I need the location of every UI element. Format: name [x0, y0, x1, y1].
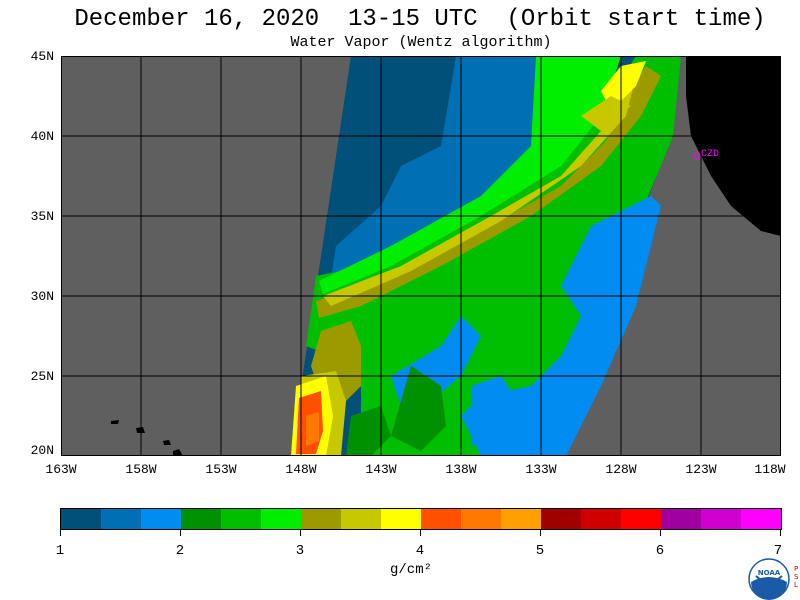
colorbar-swatch — [301, 509, 341, 529]
land-mass — [686, 56, 781, 236]
noaa-logo: NOAA — [748, 558, 790, 600]
psl-letter: P — [794, 565, 799, 573]
colorbar-swatch — [581, 509, 621, 529]
colorbar-tick-mark — [540, 529, 541, 536]
lon-label: 118W — [754, 462, 786, 477]
colorbar-tick-mark — [60, 529, 61, 536]
colorbar-swatch — [621, 509, 661, 529]
lon-label: 163W — [45, 462, 77, 477]
island — [173, 449, 183, 456]
colorbar-swatch — [141, 509, 181, 529]
colorbar-tick-mark — [180, 529, 181, 536]
lon-label: 138W — [445, 462, 477, 477]
colorbar-swatch — [501, 509, 541, 529]
colorbar-swatch — [381, 509, 421, 529]
water-vapor-map: CZD — [61, 56, 781, 456]
colorbar-swatch — [101, 509, 141, 529]
colorbar-tick-label: 1 — [55, 543, 65, 559]
colorbar-swatch — [421, 509, 461, 529]
colorbar-swatch — [661, 509, 701, 529]
lon-label: 123W — [685, 462, 717, 477]
lon-label: 158W — [125, 462, 157, 477]
map-title: December 16, 2020 13-15 UTC (Orbit start… — [74, 6, 766, 33]
lat-label: 45N — [30, 49, 54, 64]
colorbar-swatch — [61, 509, 101, 529]
lat-label: 35N — [30, 209, 54, 224]
lat-label: 25N — [30, 369, 54, 384]
lat-label: 30N — [30, 289, 54, 304]
hawaii-islands — [111, 420, 119, 424]
colorbar-tick-label: 4 — [415, 543, 425, 559]
colorbar-swatch — [461, 509, 501, 529]
lat-label: 40N — [30, 129, 54, 144]
colorbar-tick-label: 6 — [655, 543, 665, 559]
colorbar-units: g/cm² — [390, 562, 433, 578]
logo-text: NOAA — [758, 569, 781, 577]
psl-letter: S — [794, 573, 799, 581]
lon-label: 133W — [525, 462, 557, 477]
lon-label: 148W — [285, 462, 317, 477]
lat-lon-grid — [61, 56, 781, 456]
station-label: CZD — [701, 149, 719, 160]
map-subtitle: Water Vapor (Wentz algorithm) — [290, 34, 552, 51]
colorbar-tick-mark — [300, 529, 301, 536]
colorbar-tick-mark — [660, 529, 661, 536]
lat-label: 20N — [30, 443, 54, 458]
colorbar-tick-mark — [420, 529, 421, 536]
satellite-swath — [291, 56, 681, 456]
colorbar-swatch — [741, 509, 781, 529]
colorbar — [60, 508, 782, 530]
colorbar-swatch — [701, 509, 741, 529]
lon-label: 128W — [605, 462, 637, 477]
colorbar-swatch — [221, 509, 261, 529]
station-marker — [693, 152, 701, 160]
colorbar-tick-label: 5 — [535, 543, 545, 559]
colorbar-swatch — [341, 509, 381, 529]
colorbar-tick-label: 7 — [773, 543, 783, 559]
colorbar-tick-label: 3 — [295, 543, 305, 559]
colorbar-swatch — [541, 509, 581, 529]
island — [163, 440, 171, 445]
colorbar-tick-label: 2 — [175, 543, 185, 559]
colorbar-tick-mark — [780, 529, 781, 536]
lon-label: 153W — [205, 462, 237, 477]
lon-label: 143W — [365, 462, 397, 477]
colorbar-swatch — [181, 509, 221, 529]
colorbar-swatch — [261, 509, 301, 529]
psl-letter: L — [794, 581, 798, 589]
psl-side-text: P S L — [794, 565, 800, 589]
